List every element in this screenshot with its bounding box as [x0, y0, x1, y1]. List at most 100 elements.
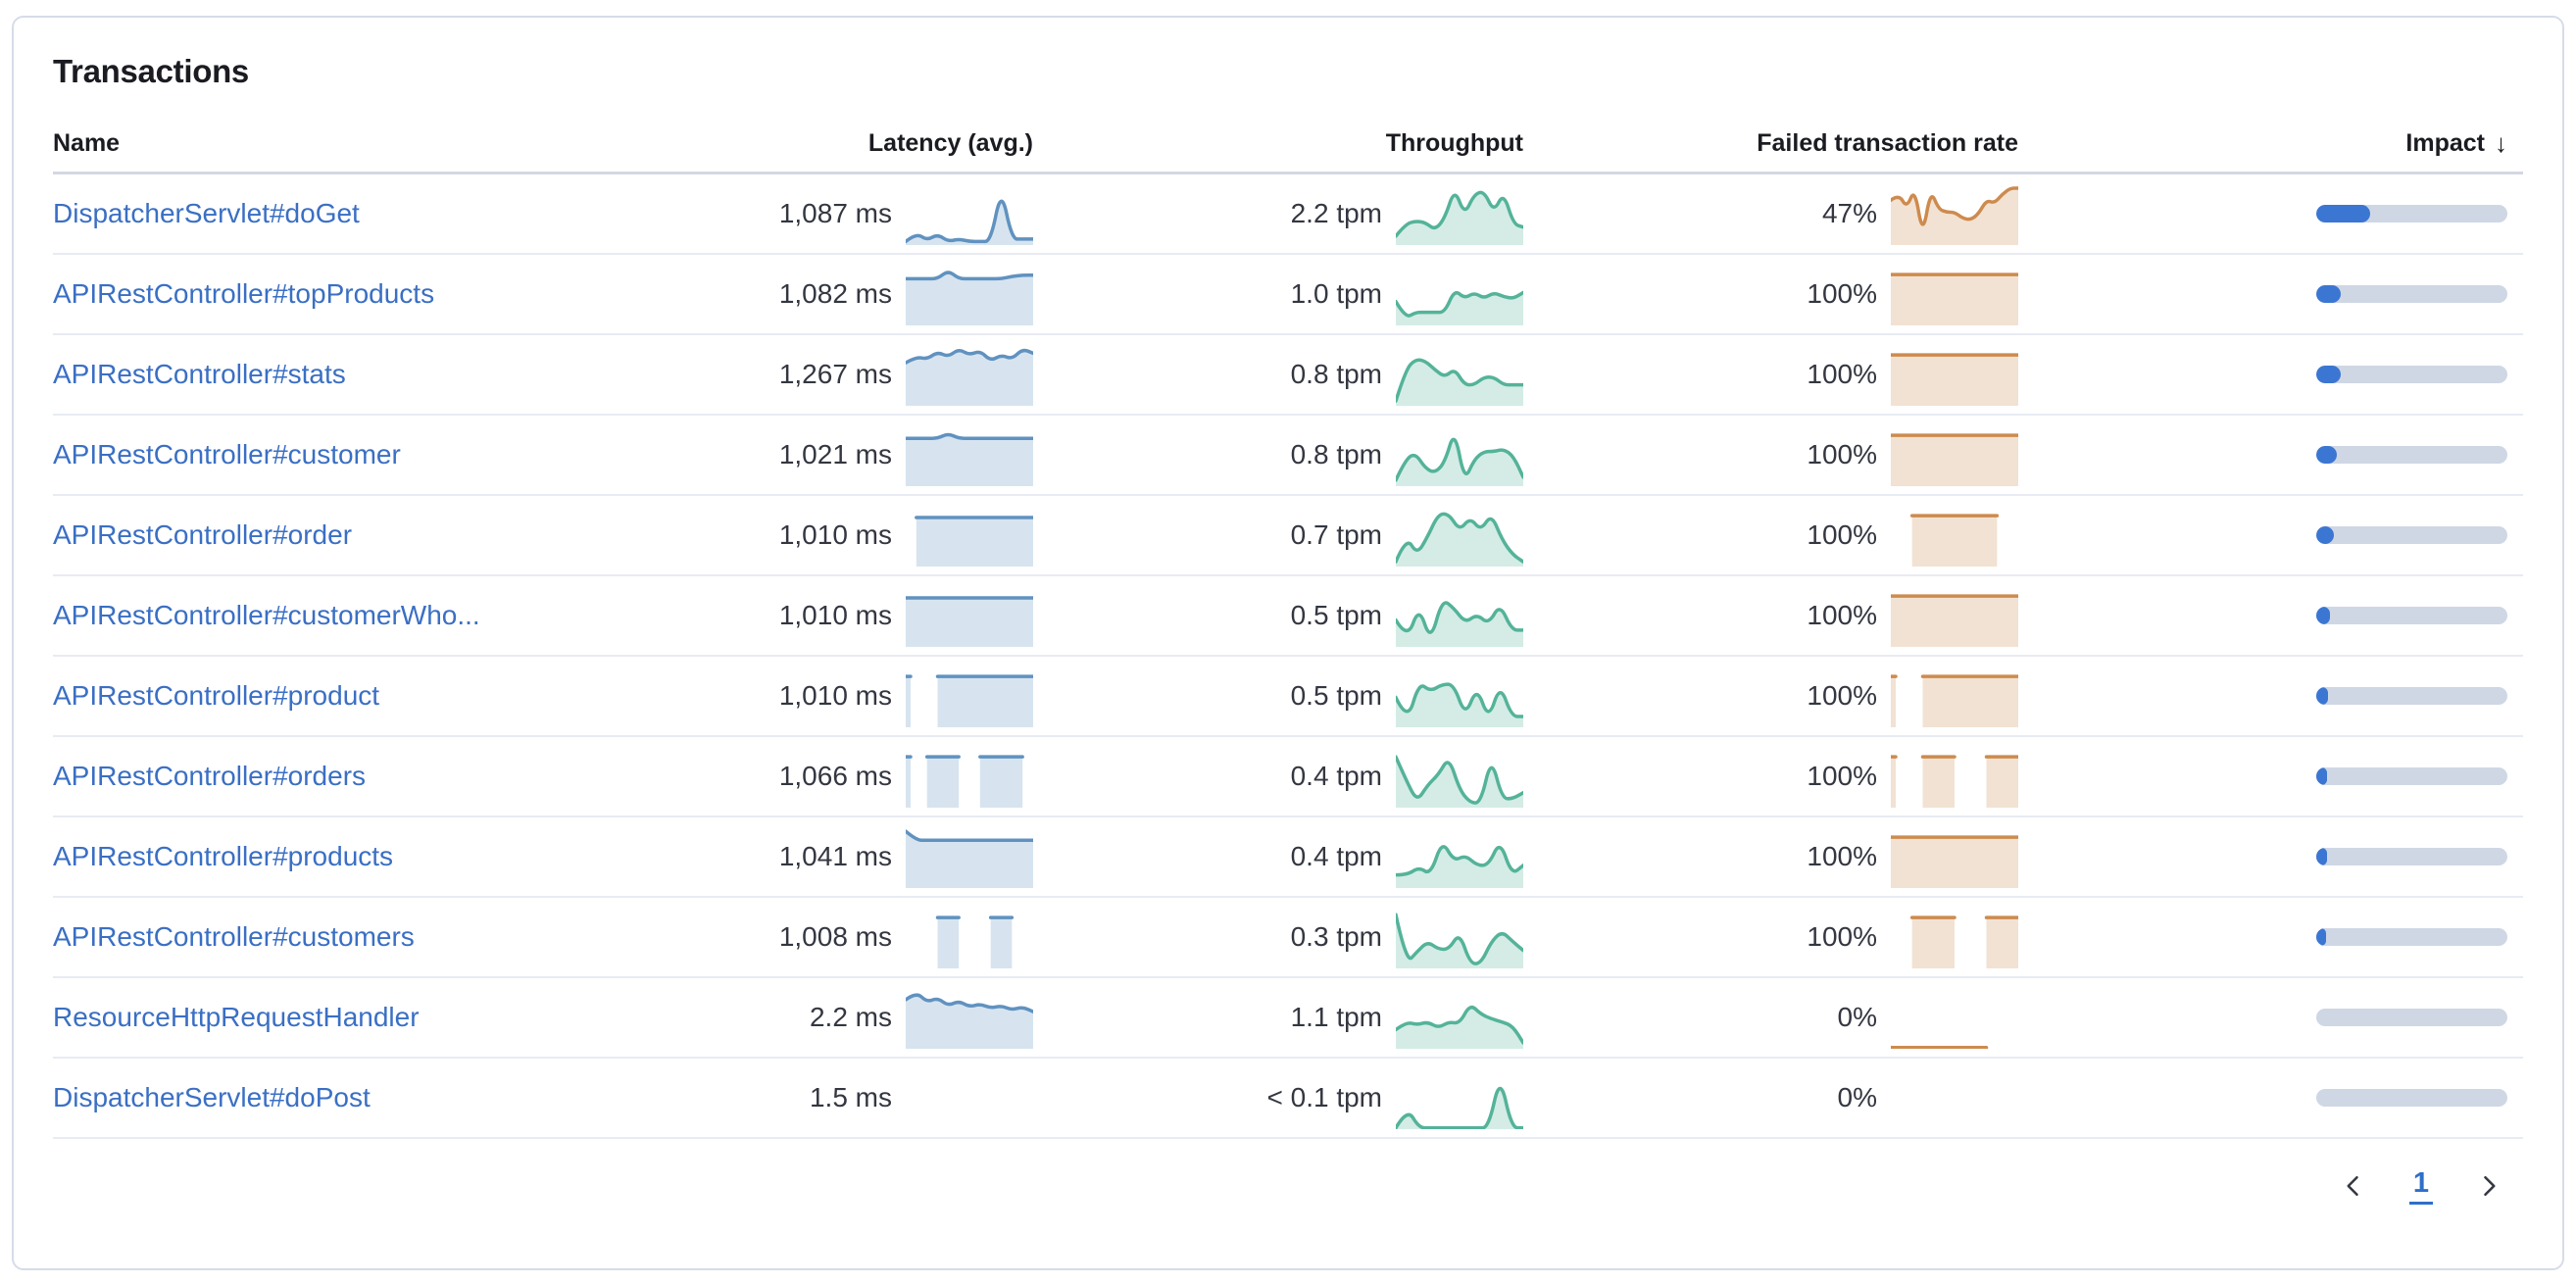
column-header-latency[interactable]: Latency (avg.) — [867, 129, 1033, 157]
failed-rate-cell: 100% — [1523, 825, 2018, 888]
impact-cell — [2018, 1089, 2523, 1107]
name-cell: APIRestController#products — [53, 841, 612, 872]
failed-rate-value: 100% — [1807, 921, 1877, 952]
failed-rate-value: 0% — [1837, 1082, 1877, 1112]
latency-cell: 1.5 ms — [612, 1066, 1033, 1129]
name-cell: APIRestController#orders — [53, 761, 612, 792]
latency-value: 1,066 ms — [778, 761, 892, 791]
latency-sparkline — [906, 348, 1033, 406]
latency-value: 1,087 ms — [778, 198, 892, 228]
transaction-link[interactable]: APIRestController#stats — [53, 359, 346, 389]
impact-bar — [2316, 767, 2507, 785]
failed-rate-cell: 0% — [1523, 986, 2018, 1049]
column-header-impact[interactable]: Impact ↓ — [2405, 128, 2507, 158]
table-row: APIRestController#products 1,041 ms 0.4 … — [53, 817, 2523, 898]
latency-cell: 1,041 ms — [612, 825, 1033, 888]
table-row: APIRestController#customer 1,021 ms 0.8 … — [53, 416, 2523, 496]
throughput-value: 0.8 tpm — [1290, 359, 1382, 389]
throughput-value: 0.5 tpm — [1290, 680, 1382, 711]
table-header-row: Name Latency (avg.) Throughput Failed tr… — [53, 116, 2523, 174]
throughput-value: 0.3 tpm — [1290, 921, 1382, 952]
failed-rate-value: 100% — [1807, 439, 1877, 469]
latency-value: 1,010 ms — [778, 600, 892, 630]
throughput-cell: 0.5 tpm — [1033, 665, 1523, 727]
next-page-button[interactable] — [2466, 1164, 2509, 1208]
impact-cell — [2018, 767, 2523, 785]
impact-bar-fill — [2316, 767, 2327, 785]
transaction-link[interactable]: APIRestController#orders — [53, 761, 367, 791]
impact-cell — [2018, 928, 2523, 946]
sort-descending-icon: ↓ — [2495, 128, 2507, 158]
latency-cell: 1,021 ms — [612, 423, 1033, 486]
impact-bar — [2316, 526, 2507, 544]
impact-bar-fill — [2316, 848, 2327, 865]
impact-bar-fill — [2316, 607, 2330, 624]
name-cell: APIRestController#customers — [53, 921, 612, 953]
transaction-link[interactable]: APIRestController#topProducts — [53, 278, 435, 309]
throughput-cell: 2.2 tpm — [1033, 182, 1523, 245]
failed-rate-value: 100% — [1807, 359, 1877, 389]
latency-sparkline — [906, 829, 1033, 888]
throughput-cell: 0.4 tpm — [1033, 825, 1523, 888]
chevron-right-icon — [2484, 1176, 2496, 1196]
previous-page-button[interactable] — [2333, 1164, 2376, 1208]
page-number-1[interactable]: 1 — [2408, 1167, 2433, 1205]
name-cell: DispatcherServlet#doPost — [53, 1082, 612, 1113]
name-cell: APIRestController#topProducts — [53, 278, 612, 310]
table-row: APIRestController#product 1,010 ms 0.5 t… — [53, 657, 2523, 737]
table-row: APIRestController#order 1,010 ms 0.7 tpm… — [53, 496, 2523, 576]
latency-sparkline — [906, 993, 1033, 1049]
column-header-name[interactable]: Name — [53, 129, 121, 157]
transaction-link[interactable]: APIRestController#order — [53, 519, 353, 550]
impact-bar-fill — [2316, 687, 2328, 705]
latency-cell: 1,010 ms — [612, 504, 1033, 567]
transaction-link[interactable]: APIRestController#customer — [53, 439, 401, 469]
latency-value: 1,021 ms — [778, 439, 892, 469]
column-header-throughput[interactable]: Throughput — [1385, 129, 1523, 157]
throughput-sparkline — [1396, 290, 1523, 325]
latency-value: 1.5 ms — [809, 1082, 892, 1112]
throughput-cell: 1.0 tpm — [1033, 263, 1523, 325]
failed-rate-sparkline — [1891, 1046, 1989, 1049]
failed-rate-cell: 100% — [1523, 504, 2018, 567]
impact-cell — [2018, 1009, 2523, 1026]
impact-bar-fill — [2316, 285, 2342, 303]
table-row: APIRestController#customerWho... 1,010 m… — [53, 576, 2523, 657]
transaction-link[interactable]: ResourceHttpRequestHandler — [53, 1002, 420, 1032]
latency-sparkline — [906, 755, 1024, 808]
failed-rate-sparkline — [1891, 433, 2018, 486]
impact-cell — [2018, 366, 2523, 383]
failed-rate-sparkline — [1891, 186, 2018, 245]
transactions-table: Name Latency (avg.) Throughput Failed tr… — [53, 116, 2523, 1139]
transaction-link[interactable]: APIRestController#product — [53, 680, 380, 711]
throughput-sparkline — [1396, 601, 1523, 647]
latency-cell: 2.2 ms — [612, 986, 1033, 1049]
transaction-link[interactable]: APIRestController#customerWho... — [53, 600, 480, 630]
failed-rate-sparkline — [1891, 755, 2018, 808]
throughput-sparkline — [1396, 845, 1523, 888]
pagination: 1 — [53, 1139, 2523, 1233]
transaction-link[interactable]: DispatcherServlet#doGet — [53, 198, 360, 228]
latency-value: 1,008 ms — [778, 921, 892, 952]
throughput-sparkline — [1396, 512, 1523, 567]
throughput-sparkline — [1396, 913, 1523, 968]
name-cell: APIRestController#customerWho... — [53, 600, 612, 631]
transaction-link[interactable]: APIRestController#customers — [53, 921, 415, 952]
impact-bar — [2316, 687, 2507, 705]
impact-cell — [2018, 446, 2523, 464]
impact-bar — [2316, 848, 2507, 865]
throughput-value: 0.4 tpm — [1290, 841, 1382, 871]
latency-sparkline — [906, 674, 1033, 727]
impact-bar-fill — [2316, 526, 2334, 544]
transaction-link[interactable]: APIRestController#products — [53, 841, 394, 871]
column-header-failed-rate[interactable]: Failed transaction rate — [1757, 129, 2018, 157]
name-cell: APIRestController#order — [53, 519, 612, 551]
latency-cell: 1,066 ms — [612, 745, 1033, 808]
latency-value: 1,041 ms — [778, 841, 892, 871]
transaction-link[interactable]: DispatcherServlet#doPost — [53, 1082, 371, 1112]
throughput-sparkline — [1396, 190, 1523, 245]
table-row: APIRestController#customers 1,008 ms 0.3… — [53, 898, 2523, 978]
failed-rate-sparkline — [1891, 353, 2018, 406]
throughput-value: 1.1 tpm — [1290, 1002, 1382, 1032]
page-title: Transactions — [53, 53, 249, 89]
